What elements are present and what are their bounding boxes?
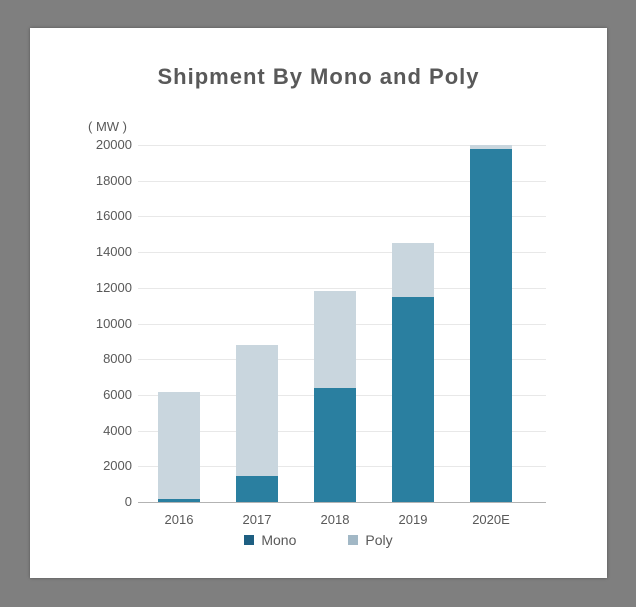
x-tick-label-2017: 2017 [242,512,272,527]
legend-label-mono: Mono [261,532,297,548]
bar-segment-mono-2018 [314,387,356,502]
x-tick-label-2018: 2018 [320,512,350,527]
legend-item-mono: Mono [244,532,296,548]
bar-segment-poly-2019 [392,243,434,297]
y-tick-label-18000: 18000 [95,172,132,188]
y-tick-label-6000: 6000 [103,386,132,402]
legend-swatch-mono [244,535,255,545]
gridline-16000 [138,216,546,218]
x-tick-label-2020E: 2020E [472,512,510,527]
bar-segment-mono-2017 [236,476,278,502]
y-tick-label-14000: 14000 [95,244,132,260]
bar-segment-mono-2019 [392,296,434,502]
gridline-12000 [138,287,546,289]
y-tick-label-2000: 2000 [103,458,132,474]
bar-segment-poly-2020E [470,145,512,149]
y-axis-unit-label: ( MW ) [88,119,127,134]
x-axis-line [138,502,546,503]
y-tick-label-16000: 16000 [95,208,132,224]
y-tick-label-4000: 4000 [103,422,132,438]
y-tick-label-8000: 8000 [103,351,132,367]
bar-segment-poly-2016 [158,392,200,500]
gridline-14000 [138,252,546,254]
y-tick-label-20000: 20000 [95,137,132,152]
chart-legend: Mono Poly [30,532,607,548]
y-tick-label-10000: 10000 [95,315,132,331]
gridline-18000 [138,180,546,182]
gridline-20000 [138,145,546,146]
bar-segment-mono-2016 [158,499,200,502]
legend-item-poly: Poly [348,532,393,548]
legend-swatch-poly [348,535,359,545]
legend-label-poly: Poly [365,532,393,548]
x-tick-label-2016: 2016 [164,512,194,527]
chart-card: Shipment By Mono and Poly ( MW ) 0 2000 40… [30,28,607,578]
bar-segment-mono-2020E [470,148,512,502]
y-tick-label-0: 0 [124,494,132,509]
y-tick-label-12000: 12000 [95,279,132,295]
bar-segment-poly-2017 [236,344,278,477]
chart-title: Shipment By Mono and Poly [157,64,480,89]
x-tick-label-2019: 2019 [398,512,428,527]
bar-segment-poly-2018 [314,291,356,388]
